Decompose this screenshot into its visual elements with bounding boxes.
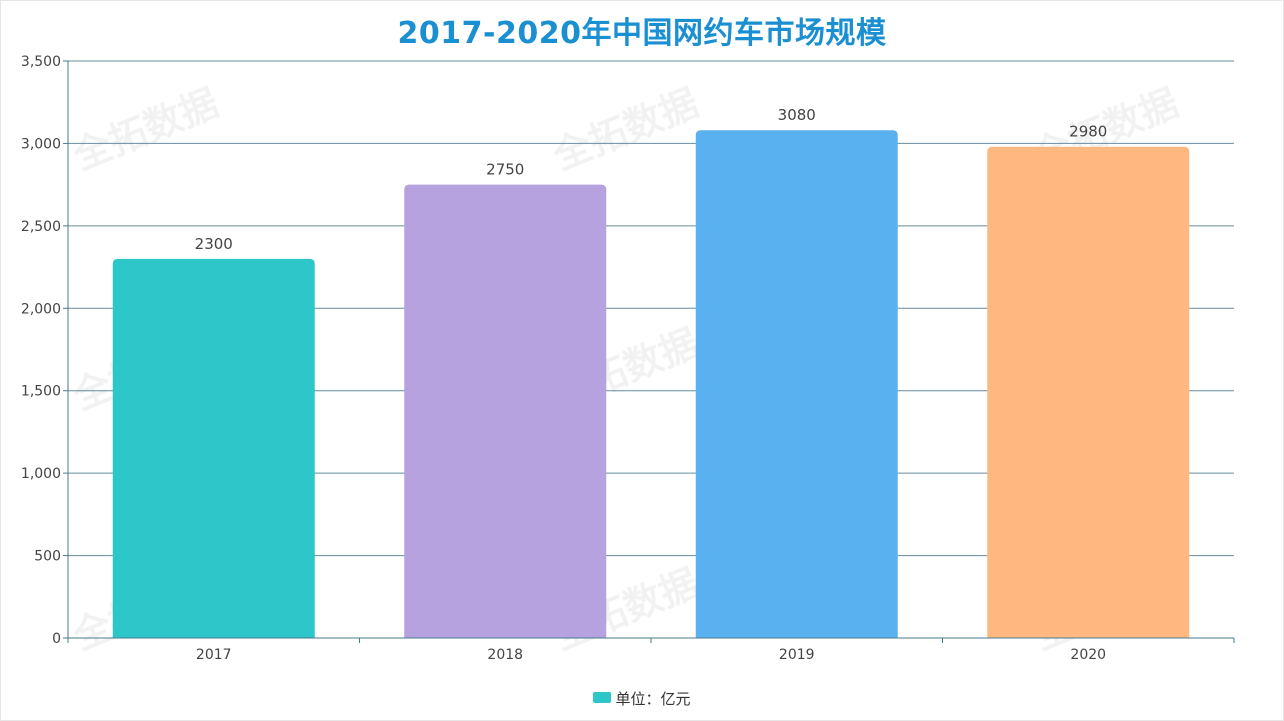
bars [112, 130, 1190, 639]
chart-title: 2017-2020年中国网约车市场规模 [397, 16, 887, 51]
legend-label[interactable]: 单位：亿元 [615, 690, 691, 708]
y-tick-label: 1,500 [21, 384, 61, 400]
bar-2017 [112, 258, 315, 638]
y-tick-label: 2,500 [21, 219, 61, 235]
x-tick-label: 2019 [779, 647, 815, 663]
data-label-2018: 2750 [486, 161, 524, 179]
x-tick-label: 2020 [1070, 647, 1106, 663]
x-axis-tick-labels: 2017 2018 2019 2020 [196, 647, 1106, 663]
y-tick-label: 1,000 [21, 466, 61, 482]
legend[interactable]: 单位：亿元 [0, 688, 1284, 709]
y-tick-label: 3,000 [21, 136, 61, 152]
y-tick-label: 2,000 [21, 301, 61, 317]
y-axis-tick-labels: 0 500 1,000 1,500 2,000 2,500 3,000 3,500 [21, 54, 61, 647]
x-tick-label: 2017 [196, 647, 232, 663]
watermark-text: 全拓数据 [66, 81, 224, 179]
y-tick-label: 3,500 [21, 54, 61, 70]
data-label-2020: 2980 [1069, 123, 1107, 141]
data-labels: 2300 2750 3080 2980 [195, 106, 1108, 253]
y-tick-label: 0 [52, 631, 61, 647]
bar-2020 [987, 146, 1190, 638]
data-label-2017: 2300 [195, 235, 233, 253]
axes [63, 60, 1235, 643]
bar-2018 [404, 184, 607, 638]
bar-2019 [695, 130, 898, 639]
watermark-text: 全拓数据 [546, 81, 704, 179]
legend-swatch[interactable] [593, 692, 612, 703]
x-tick-label: 2018 [487, 647, 523, 663]
data-label-2019: 3080 [778, 106, 816, 124]
y-tick-label: 500 [34, 549, 61, 565]
